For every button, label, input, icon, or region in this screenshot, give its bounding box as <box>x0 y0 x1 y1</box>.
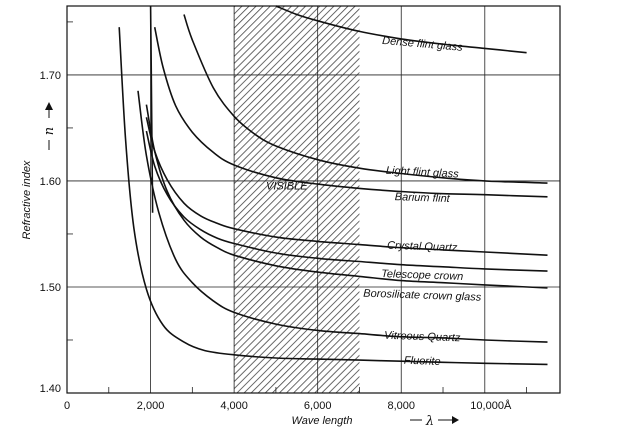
x-axis-title: Wave length <box>292 415 353 427</box>
x-axis-arrow-head <box>452 416 459 424</box>
x-tick-label: 10,000Å <box>470 399 512 412</box>
y-axis-title: Refractive index <box>21 160 33 239</box>
curve-labels: Dense flint glass Light flint glass Barium… <box>363 35 482 368</box>
x-tick-label: 4,000 <box>220 400 248 412</box>
x-tick-label: 2,000 <box>137 400 165 412</box>
curve-label: Fluorite <box>404 355 441 368</box>
y-tick-label: 1.40 <box>40 383 61 395</box>
visible-band <box>234 6 360 393</box>
series-curve-4 <box>145 130 548 272</box>
series-curve-1 <box>183 14 548 184</box>
y-axis-arrow-head <box>45 102 53 110</box>
series-curves <box>118 5 548 366</box>
y-tick-label: 1.50 <box>40 282 61 294</box>
curve-label: Light flint glass <box>386 165 460 181</box>
x-tick-label: 6,000 <box>304 400 332 412</box>
series-curve-3 <box>145 117 548 256</box>
curve-label: Telescope crown <box>381 268 464 283</box>
plot-frame <box>66 5 561 394</box>
series-curve-5 <box>145 104 548 289</box>
curve-label: Vitreous Quartz <box>384 330 461 345</box>
curve-label: Crystal Quartz <box>387 240 458 254</box>
x-axis-symbol: λ <box>425 414 434 429</box>
x-tick-label: 8,000 <box>387 400 415 412</box>
curve-label: Barium flint <box>395 191 451 205</box>
y-axis-symbol: n <box>42 127 57 135</box>
visible-band-label: VISIBLE <box>266 180 308 192</box>
curve-label: Dense flint glass <box>382 35 464 54</box>
y-tick-label: 1.60 <box>40 176 61 188</box>
series-curve-2 <box>153 27 548 198</box>
series-curve-7 <box>118 27 548 366</box>
series-curve-6 <box>137 90 548 343</box>
x-tick-labels: 0 2,000 4,000 6,000 8,000 10,000Å <box>64 399 512 412</box>
curve-label: Borosilicate crown glass <box>363 288 482 304</box>
y-tick-labels: 1.40 1.50 1.60 1.70 <box>40 70 61 395</box>
y-tick-label: 1.70 <box>40 70 61 82</box>
x-tick-label: 0 <box>64 400 70 412</box>
series-curve-0 <box>275 5 527 54</box>
series-curve-8 <box>149 5 154 213</box>
